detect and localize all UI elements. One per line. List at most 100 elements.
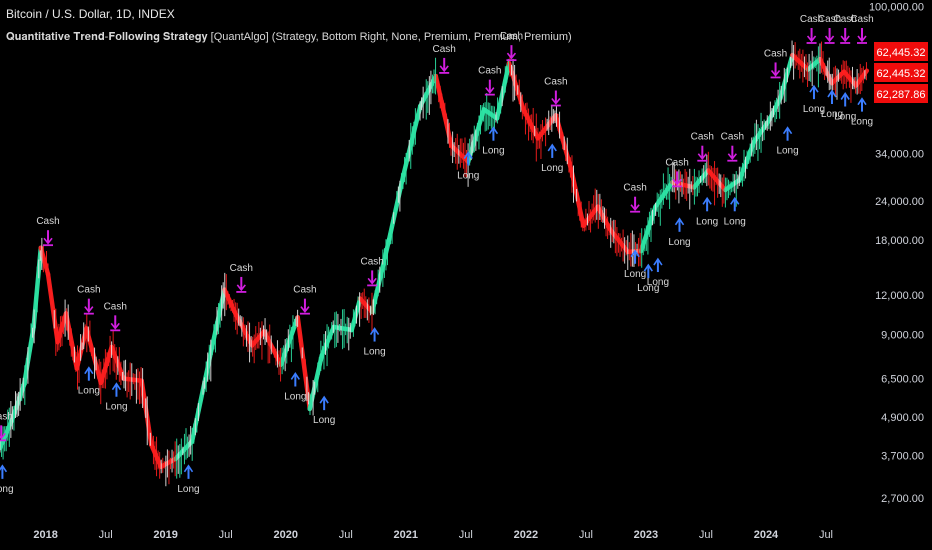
long-signal-label: Long xyxy=(541,163,563,174)
long-signal-label: Long xyxy=(834,111,856,122)
price-tag: 62,445.32 xyxy=(874,42,928,61)
long-signal-label: Long xyxy=(776,146,798,157)
price-tag: 62,445.32 xyxy=(874,63,928,82)
x-tick-year: 2021 xyxy=(394,529,418,541)
signals: CashLongCashCashLongCashLongLongCashCash… xyxy=(0,14,874,495)
chart-title: Bitcoin / U.S. Dollar, 1D, INDEX xyxy=(6,7,175,21)
long-signal-label: Long xyxy=(803,104,825,115)
price-tags: 62,445.32 62,445.32 62,287.86 xyxy=(874,42,928,103)
long-arrow-head xyxy=(809,84,819,93)
long-signal: Long xyxy=(105,382,128,413)
cash-arrow-head xyxy=(824,35,835,43)
long-signal: Long xyxy=(457,151,479,182)
cash-signal-label: Cash xyxy=(293,285,316,296)
long-signal-label: Long xyxy=(482,146,504,157)
y-tick-label: 34,000.00 xyxy=(875,148,924,160)
cash-arrow-head xyxy=(439,65,449,73)
price-tag-value: 62,445.32 xyxy=(877,68,926,80)
cash-signal: Cash xyxy=(691,132,714,162)
long-signal: Long xyxy=(724,196,746,227)
price-tag-value: 62,445.32 xyxy=(877,47,926,59)
cash-signal-label: Cash xyxy=(0,411,13,422)
long-arrow-head xyxy=(653,257,663,266)
x-tick-month: Jul xyxy=(699,529,713,541)
long-signal: Long xyxy=(696,196,718,227)
cash-signal-label: Cash xyxy=(230,263,253,274)
cash-signal-label: Cash xyxy=(691,132,714,143)
long-arrow-head xyxy=(290,372,301,380)
cash-signal: Cash xyxy=(623,183,647,213)
cash-signal: Cash xyxy=(665,157,689,188)
long-arrow-head xyxy=(827,89,837,98)
long-signal: Long xyxy=(834,92,856,122)
price-tag-box xyxy=(874,42,928,61)
long-signal: Long xyxy=(647,257,669,288)
long-signal-label: Long xyxy=(105,402,127,413)
y-tick-label: 9,000.00 xyxy=(881,329,924,341)
trend-segment xyxy=(121,376,144,383)
cash-signal: Cash xyxy=(818,14,841,44)
price-tag-value: 62,287.86 xyxy=(877,89,926,101)
long-arrow-head xyxy=(674,217,685,226)
long-signal: Long xyxy=(482,126,505,157)
y-tick-label: 3,700.00 xyxy=(881,450,924,462)
cash-signal-label: Cash xyxy=(834,14,857,25)
indicator-legend[interactable]: 𝐐𝐮𝐚𝐧𝐭𝐢𝐭𝐚𝐭𝐢𝐯𝐞 𝐓𝐫𝐞𝐧𝐝-𝐅𝐨𝐥𝐥𝐨𝐰𝐢𝐧𝐠 𝐒𝐭𝐫𝐚𝐭𝐞𝐠𝐲 [Q… xyxy=(6,31,572,43)
x-tick-year: 2018 xyxy=(33,529,57,541)
cash-arrow-head xyxy=(840,35,850,43)
long-signal: Long xyxy=(541,143,563,174)
cash-signal: Cash xyxy=(104,301,127,332)
long-signal: Long xyxy=(637,263,659,294)
long-arrow-head xyxy=(111,382,122,391)
long-signal-label: Long xyxy=(624,269,646,280)
cash-signal-label: Cash xyxy=(500,31,523,42)
long-signal: Long xyxy=(821,89,843,120)
long-signal-label: Long xyxy=(0,484,14,495)
long-signal-label: Long xyxy=(284,391,306,402)
cash-signal: Cash xyxy=(230,263,253,293)
cash-arrow-head xyxy=(672,178,682,186)
long-signal: Long xyxy=(0,464,14,495)
cash-signal-label: Cash xyxy=(818,14,841,25)
cash-signal: Cash xyxy=(36,216,60,247)
cash-signal-label: Cash xyxy=(360,256,383,267)
long-arrow-head xyxy=(643,263,653,272)
candles xyxy=(0,40,867,487)
cash-signal-label: Cash xyxy=(544,77,567,88)
x-tick-month: Jul xyxy=(219,529,233,541)
long-arrow-head xyxy=(857,97,867,106)
cash-arrow-head xyxy=(806,35,817,43)
y-tick-label: 6,500.00 xyxy=(881,374,924,386)
long-signal: Long xyxy=(78,366,100,397)
price-tag: 62,287.86 xyxy=(874,84,928,103)
long-arrow-head xyxy=(840,92,850,100)
x-tick-month: Jul xyxy=(99,529,113,541)
long-signal-label: Long xyxy=(177,484,199,495)
cash-arrow-head xyxy=(630,204,640,211)
cash-arrow-head xyxy=(727,153,737,160)
cash-signal: Cash xyxy=(293,285,317,315)
cash-signal: Cash xyxy=(0,411,13,442)
long-signal: Long xyxy=(776,126,799,157)
long-signal: Long xyxy=(313,395,335,426)
cash-signal-label: Cash xyxy=(36,216,59,227)
long-signal: Long xyxy=(363,327,386,358)
trend-segment xyxy=(722,177,742,193)
long-arrow-head xyxy=(463,151,473,159)
cash-arrow-head xyxy=(43,237,53,245)
cash-signal: Cash xyxy=(834,14,857,44)
long-signal-label: Long xyxy=(668,237,690,248)
long-arrow-head xyxy=(702,196,712,205)
y-tick-label: 100,000.00 xyxy=(869,2,924,14)
price-tag-box xyxy=(874,63,928,82)
x-tick-year: 2022 xyxy=(514,529,538,541)
cash-signal-label: Cash xyxy=(800,14,823,25)
y-axis: 100,000.00 34,000.00 24,000.00 18,000.00 12,… xyxy=(869,2,924,506)
long-signal-label: Long xyxy=(821,109,843,120)
cash-signal-label: Cash xyxy=(104,301,127,312)
y-tick-label: 2,700.00 xyxy=(881,493,924,505)
long-signal: Long xyxy=(177,464,200,495)
long-signal-label: Long xyxy=(78,386,100,397)
